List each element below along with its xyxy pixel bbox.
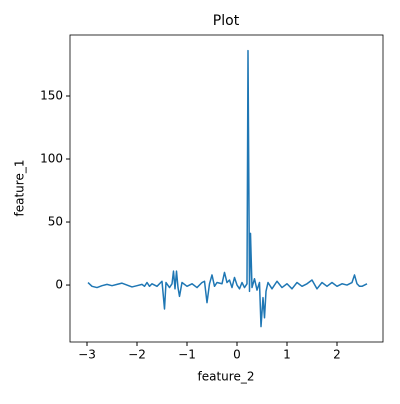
x-tick-label: −2 [128,348,146,362]
x-tick-label: −1 [178,348,196,362]
y-tick-label: 150 [40,88,63,102]
y-tick-label: 100 [40,152,63,166]
x-axis-label: feature_2 [198,370,255,384]
line-series [87,49,368,328]
y-tick-label: 0 [55,278,63,292]
x-tick-label: −3 [78,348,96,362]
x-tick-label: 2 [333,348,341,362]
chart-title: Plot [213,13,240,29]
x-tick-label: 0 [233,348,241,362]
x-tick-label: 1 [283,348,291,362]
y-axis-label: feature_1 [13,160,27,217]
y-tick-label: 50 [48,215,63,229]
plot-frame [69,34,384,343]
